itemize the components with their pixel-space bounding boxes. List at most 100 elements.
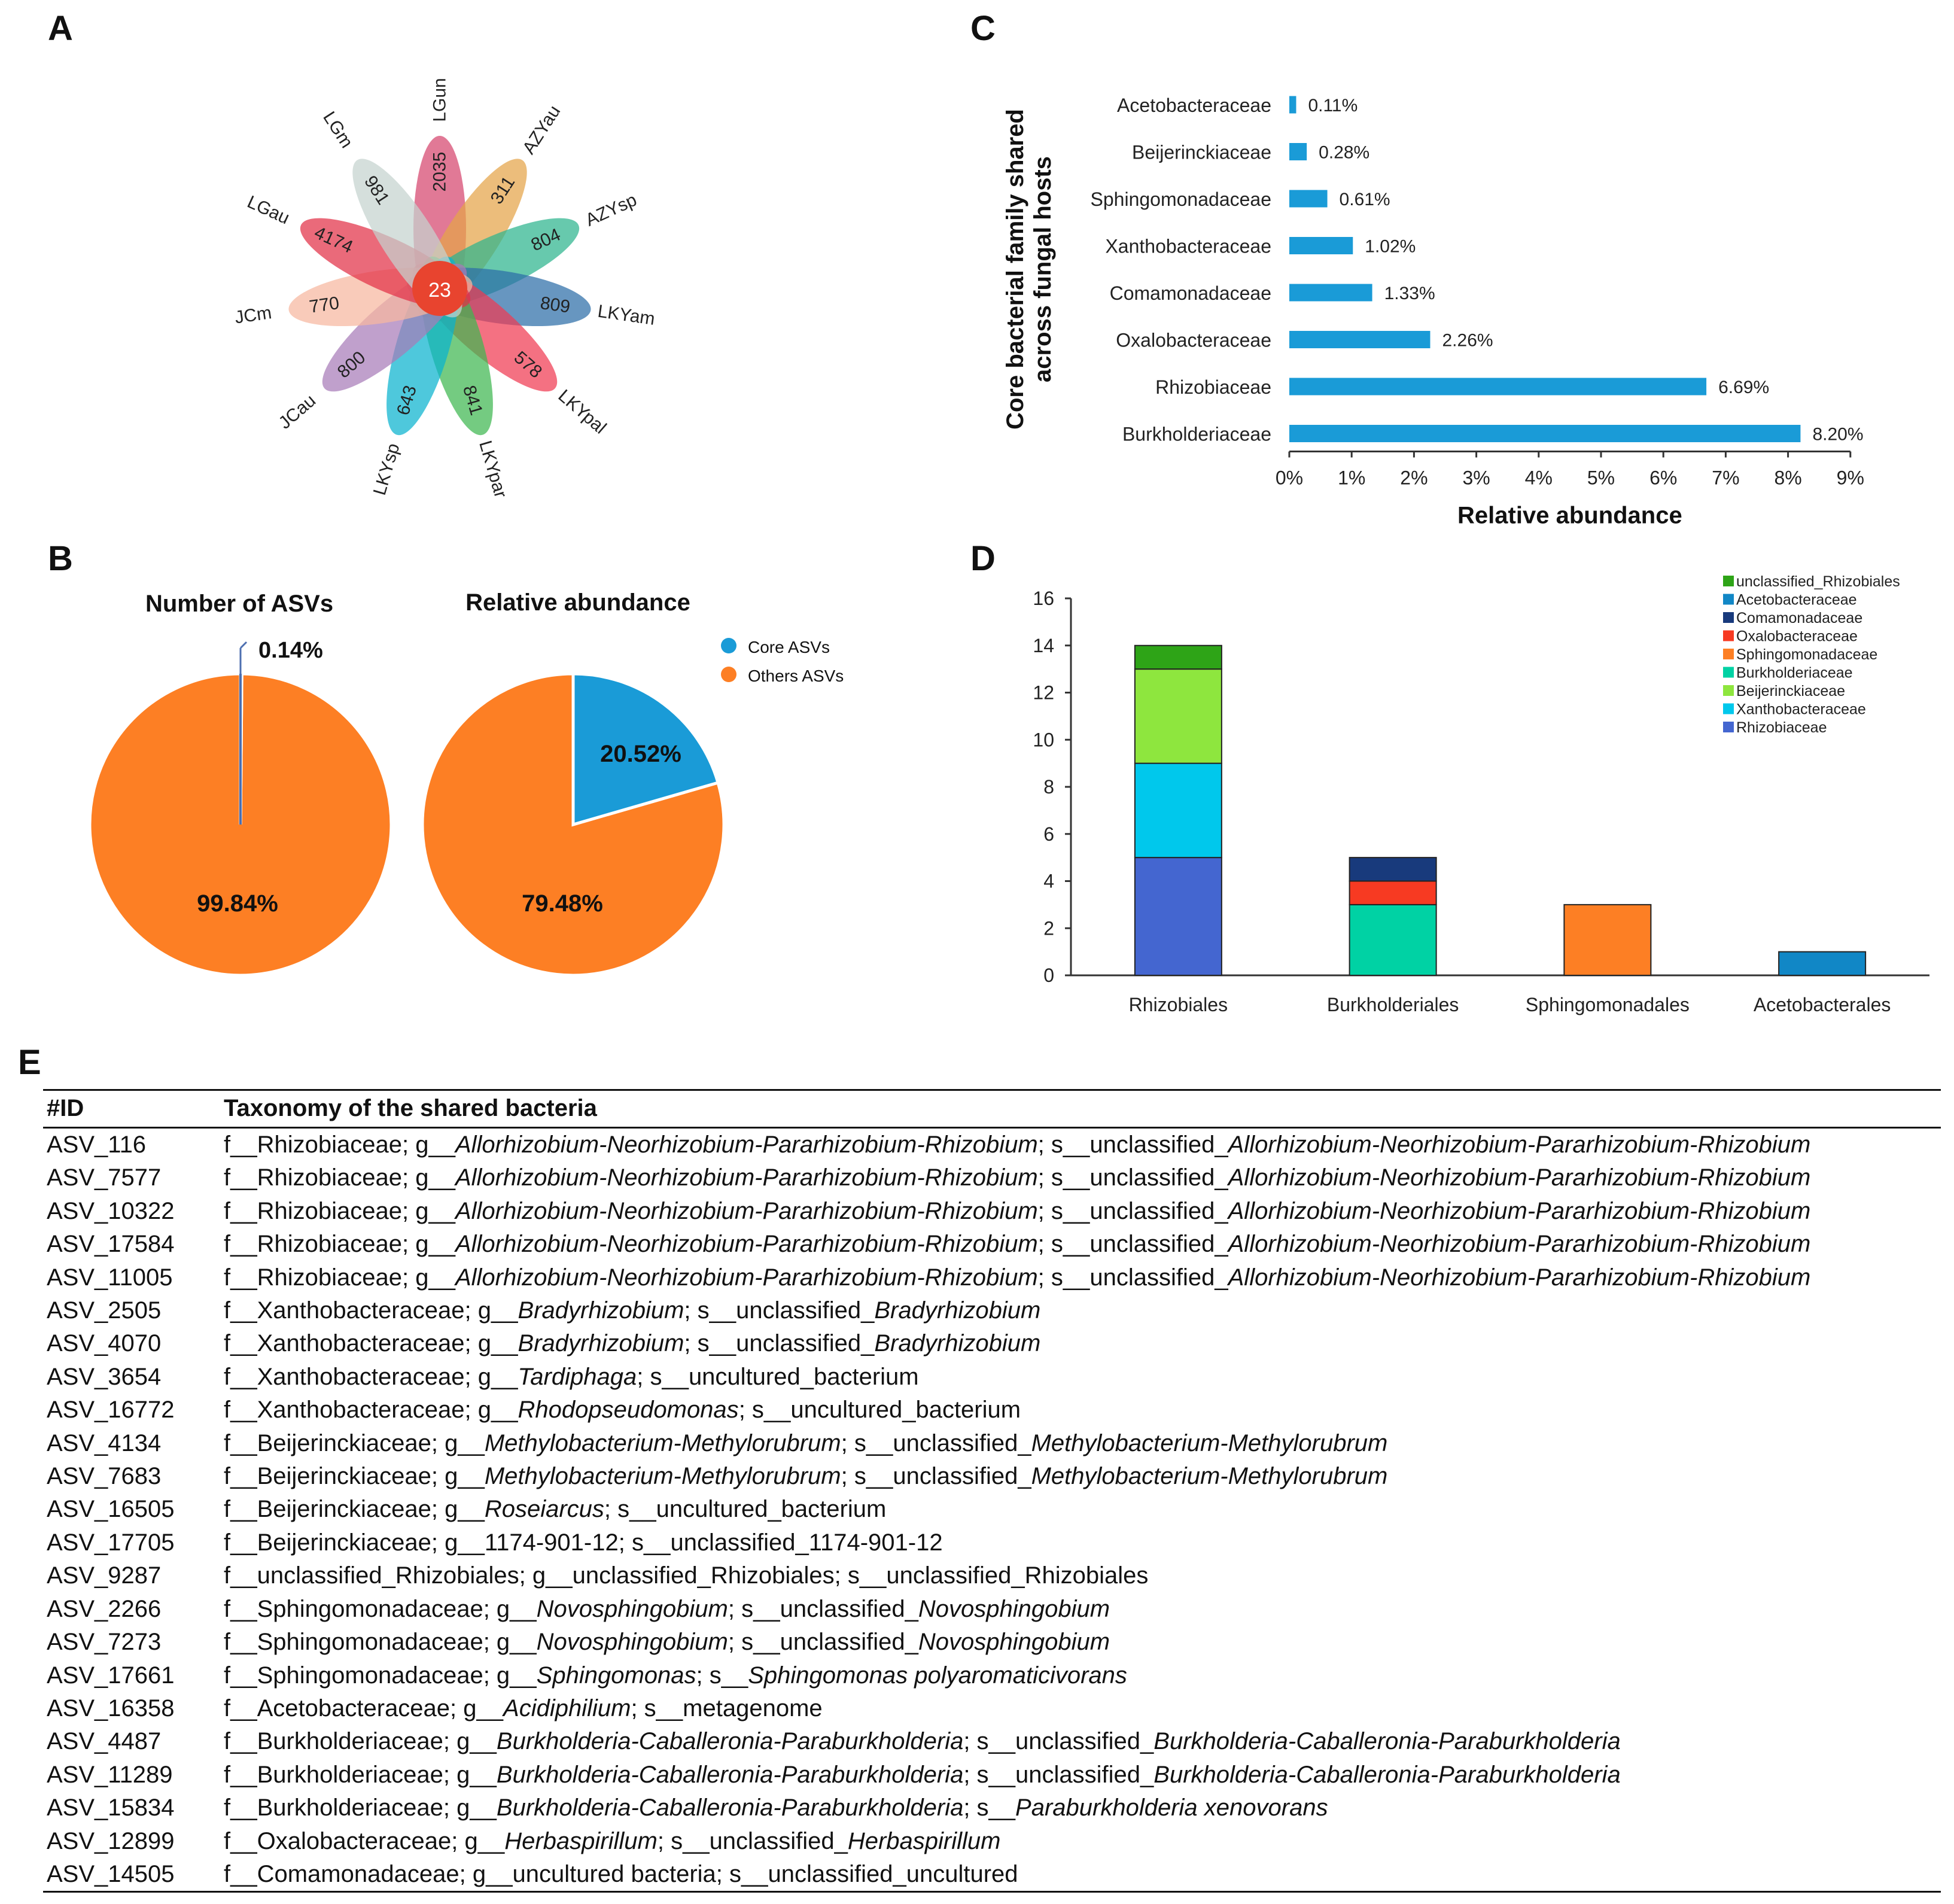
chart-d-category-label: Burkholderiales xyxy=(1327,994,1459,1015)
taxon-italic: Bradyrhizobium xyxy=(518,1297,684,1324)
table-cell-taxonomy: f__Xanthobacteraceae; g__Tardiphaga; s__… xyxy=(220,1361,1941,1394)
chart-d-bar-segment-beijerinckiaceae xyxy=(1134,668,1222,764)
taxon-text: ; s__unclassified_ xyxy=(684,1297,875,1324)
table-cell-id: ASV_7577 xyxy=(47,1164,162,1191)
chart-d-legend-label: Oxalobacteraceae xyxy=(1736,628,1858,645)
table-header-id: #ID xyxy=(43,1089,220,1129)
table-cell-id: ASV_17584 xyxy=(47,1231,175,1258)
pie2-core-label: 20.52% xyxy=(600,741,681,767)
pie1-title: Number of ASVs xyxy=(145,591,333,617)
chart-d-y-tick-label: 8 xyxy=(1043,776,1054,798)
chart-c-tick-label: 1% xyxy=(1338,467,1365,489)
taxon-italic: Novosphingobium xyxy=(918,1629,1110,1656)
chart-c-bar-beijerinckiaceae xyxy=(1289,143,1307,160)
taxon-italic: Sphingomonas polyaromaticivorans xyxy=(748,1662,1127,1689)
taxon-italic: Methylobacterium-Methylorubrum xyxy=(484,1463,841,1490)
chart-d-bar-segment-rhizobiaceae xyxy=(1134,857,1222,976)
pie1-others-label: 99.84% xyxy=(197,890,278,917)
taxon-italic: Bradyrhizobium xyxy=(874,1297,1041,1324)
taxon-italic: Novosphingobium xyxy=(536,1595,728,1622)
taxon-italic: Herbaspirillum xyxy=(847,1827,1001,1854)
taxon-text: f__Oxalobacteraceae; g__ xyxy=(224,1827,505,1854)
venn-count-jcm: 770 xyxy=(308,293,340,317)
taxon-text: f__Beijerinckiaceae; g__1174-901-12; s__… xyxy=(224,1529,943,1556)
taxon-text: ; s__unclassified_ xyxy=(657,1827,848,1854)
table-cell-taxonomy: f__Sphingomonadaceae; g__Novosphingobium… xyxy=(220,1626,1941,1659)
chart-c-value-label: 0.28% xyxy=(1319,143,1369,163)
taxon-text: f__unclassified_Rhizobiales; g__unclassi… xyxy=(224,1562,1149,1589)
chart-d-y-tick-label: 4 xyxy=(1043,871,1054,892)
taxon-italic: Roseiarcus xyxy=(484,1496,604,1523)
chart-c-bar-comamonadaceae xyxy=(1289,284,1372,302)
table-row: ASV_12899 f__Oxalobacteraceae; g__ Herbasp… xyxy=(43,1825,1941,1858)
chart-c-bar-acetobacteraceae xyxy=(1289,96,1296,114)
taxon-text: ; s__unclassified_ xyxy=(841,1429,1031,1456)
chart-c-value-label: 0.61% xyxy=(1340,190,1390,209)
pie2-others-label: 79.48% xyxy=(522,890,603,917)
taxon-italic: Allorhizobium-Neorhizobium-Pararhizobium… xyxy=(455,1132,1038,1158)
chart-d-y-tick-label: 14 xyxy=(1033,635,1054,656)
table-cell-taxonomy: f__Beijerinckiaceae; g__Roseiarcus; s__u… xyxy=(220,1493,1941,1526)
taxon-text: ; s__ xyxy=(696,1662,748,1689)
venn-name-lkypal: LKYpal xyxy=(555,386,610,438)
table-row: ASV_14505 f__Comamonadaceae; g__unculture… xyxy=(43,1857,1941,1893)
table-cell-taxonomy: f__Sphingomonadaceae; g__Sphingomonas; s… xyxy=(220,1659,1941,1692)
table-header-row: #ID Taxonomy of the shared bacteria xyxy=(43,1089,1941,1129)
chart-c-category-label: Sphingomonadaceae xyxy=(1091,188,1271,210)
taxon-text: ; s__unclassified_ xyxy=(1037,1264,1228,1291)
table-cell-id: ASV_7273 xyxy=(47,1629,162,1656)
table-cell-taxonomy: f__Sphingomonadaceae; g__Novosphingobium… xyxy=(220,1593,1941,1626)
venn-name-jcau: JCau xyxy=(275,391,320,433)
chart-d-y-tick-label: 2 xyxy=(1043,917,1054,939)
table-cell-id: ASV_3654 xyxy=(47,1363,162,1390)
chart-d-y-tick-label: 0 xyxy=(1043,965,1054,986)
taxon-italic: Allorhizobium-Neorhizobium-Pararhizobium… xyxy=(455,1231,1038,1258)
chart-c-category-label: Acetobacteraceae xyxy=(1117,95,1271,116)
chart-c-bar-sphingomonadaceae xyxy=(1289,190,1328,208)
legend-others-label: Others ASVs xyxy=(748,667,844,685)
table-row: ASV_7683 f__Beijerinckiaceae; g__Methylob… xyxy=(43,1460,1941,1493)
table-cell-id: ASV_7683 xyxy=(47,1463,162,1490)
taxon-text: ; s__uncultured_bacterium xyxy=(637,1363,919,1390)
chart-c-tick-label: 3% xyxy=(1462,467,1490,489)
table-cell-id: ASV_4487 xyxy=(47,1728,162,1755)
venn-name-lkysp: LKYsp xyxy=(370,441,404,497)
table-cell-id: ASV_4070 xyxy=(47,1330,162,1357)
chart-d-category-label: Rhizobiales xyxy=(1129,994,1228,1015)
chart-c-category-label: Rhizobiaceae xyxy=(1155,376,1271,398)
chart-d-legend-swatch xyxy=(1723,594,1734,605)
table-cell-id: ASV_16358 xyxy=(47,1695,175,1721)
table-cell-taxonomy: f__Rhizobiaceae; g__Allorhizobium-Neorhi… xyxy=(220,1228,1941,1261)
table-cell-taxonomy: f__Beijerinckiaceae; g__1174-901-12; s__… xyxy=(220,1526,1941,1559)
table-row: ASV_2266 f__Sphingomonadaceae; g__Novosph… xyxy=(43,1593,1941,1626)
panel-label-b: B xyxy=(48,539,73,578)
table-row: ASV_4134 f__Beijerinckiaceae; g__Methylob… xyxy=(43,1427,1941,1460)
chart-d-legend-label: Acetobacteraceae xyxy=(1736,592,1857,609)
taxon-text: ; s__metagenome xyxy=(631,1695,823,1721)
legend-core-label: Core ASVs xyxy=(748,638,830,656)
taxon-text: f__Burkholderiaceae; g__ xyxy=(224,1761,497,1788)
chart-c-ylabel: Core bacterial family sharedacross funga… xyxy=(1002,109,1056,430)
venn-name-jcm: JCm xyxy=(233,303,273,327)
chart-d-bar-segment-oxalobacteraceae xyxy=(1349,880,1437,905)
table-cell-id: ASV_9287 xyxy=(47,1562,162,1589)
table-cell-taxonomy: f__Burkholderiaceae; g__Burkholderia-Cab… xyxy=(220,1759,1941,1792)
taxon-text: f__Burkholderiaceae; g__ xyxy=(224,1728,497,1755)
table-cell-taxonomy: f__Burkholderiaceae; g__Burkholderia-Cab… xyxy=(220,1792,1941,1824)
chart-d-stacked-bar: 0 2 4 6 8 10 12 14 16 Rhizobiales Burkholderiales… xyxy=(1033,573,1929,1015)
chart-d-category-label: Sphingomonadales xyxy=(1526,994,1690,1015)
panel-label-d: D xyxy=(970,539,996,578)
taxon-italic: Allorhizobium-Neorhizobium-Pararhizobium… xyxy=(1228,1164,1811,1191)
venn-center-count: 23 xyxy=(428,279,451,302)
table-cell-id: ASV_11289 xyxy=(47,1761,173,1788)
table-row: ASV_2505 f__Xanthobacteraceae; g__Bradyrh… xyxy=(43,1294,1941,1327)
venn-name-azyau: AZYau xyxy=(519,102,564,157)
chart-c-tick-label: 7% xyxy=(1712,467,1739,489)
chart-c-bar-oxalobacteraceae xyxy=(1289,331,1431,348)
table-row: ASV_16505 f__Beijerinckiaceae; g__Roseiar… xyxy=(43,1493,1941,1526)
table-cell-id: ASV_12899 xyxy=(47,1827,175,1854)
taxon-text: f__Rhizobiaceae; g__ xyxy=(224,1132,455,1158)
chart-c-tick-label: 8% xyxy=(1774,467,1801,489)
chart-c-value-label: 1.33% xyxy=(1384,284,1435,303)
chart-d-bar-segment-burkholderiaceae xyxy=(1349,904,1437,976)
